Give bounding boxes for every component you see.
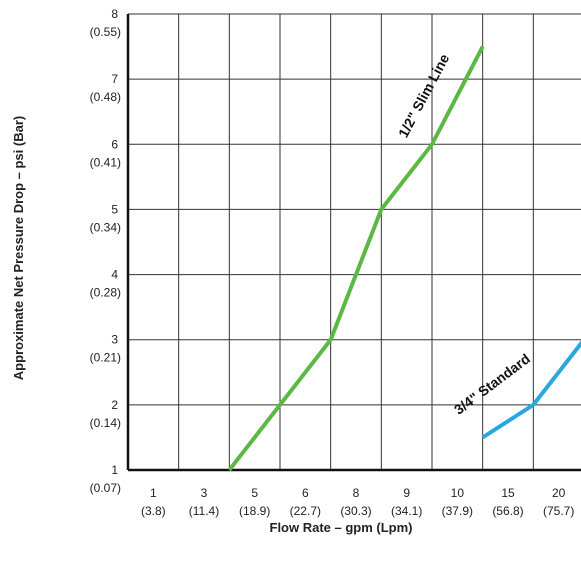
y-tick-bar: (0.41) (90, 155, 121, 169)
x-tick-lpm: (34.1) (391, 504, 422, 518)
y-tick-psi: 7 (111, 72, 118, 86)
y-tick-bar: (0.55) (90, 25, 121, 39)
x-tick-gpm: 5 (251, 486, 258, 500)
x-tick-lpm: (18.9) (239, 504, 270, 518)
x-tick-gpm: 10 (451, 486, 465, 500)
y-tick-psi: 5 (111, 202, 118, 216)
x-tick-gpm: 3 (201, 486, 208, 500)
y-axis-title: Approximate Net Pressure Drop – psi (Bar… (11, 116, 26, 380)
y-tick-psi: 8 (111, 7, 118, 21)
y-tick-bar: (0.07) (90, 481, 121, 495)
y-tick-psi: 6 (111, 137, 118, 151)
x-tick-gpm: 9 (403, 486, 410, 500)
x-tick-gpm: 15 (501, 486, 515, 500)
x-tick-lpm: (22.7) (290, 504, 321, 518)
x-tick-lpm: (11.4) (189, 504, 219, 518)
chart-axes (126, 14, 581, 472)
x-tick-gpm: 20 (552, 486, 566, 500)
series-line-1 (227, 45, 485, 472)
x-tick-lpm: (75.7) (543, 504, 574, 518)
series-labels: 1/2" Slim Line 3/4" Standard (395, 51, 533, 418)
y-tick-bar: (0.28) (90, 286, 121, 300)
y-tick-bar: (0.34) (90, 220, 121, 234)
y-tick-bar: (0.14) (90, 416, 121, 430)
y-tick-bar: (0.48) (90, 90, 121, 104)
x-tick-lpm: (30.3) (340, 504, 371, 518)
series-lines (227, 45, 581, 472)
x-axis-title: Flow Rate – gpm (Lpm) (270, 520, 413, 535)
y-tick-psi: 3 (111, 333, 118, 347)
series-label-1: 1/2" Slim Line (395, 51, 453, 140)
chart-grid (128, 13, 581, 470)
tick-labels: 1 (0.07) 2 (0.14) 3 (0.21) 4 (0.28) 5 (0.34) 6 (0.4… (90, 7, 575, 518)
y-tick-psi: 1 (111, 463, 118, 477)
x-tick-gpm: 8 (353, 486, 360, 500)
y-tick-psi: 4 (111, 268, 118, 282)
x-tick-gpm: 6 (302, 486, 309, 500)
x-tick-lpm: (56.8) (492, 504, 523, 518)
x-tick-lpm: (37.9) (442, 504, 473, 518)
x-tick-gpm: 1 (150, 486, 157, 500)
y-tick-psi: 2 (111, 398, 118, 412)
x-tick-lpm: (3.8) (141, 504, 166, 518)
series-line-2 (481, 340, 581, 440)
series-label-2: 3/4" Standard (451, 350, 533, 417)
y-tick-bar: (0.21) (90, 351, 121, 365)
